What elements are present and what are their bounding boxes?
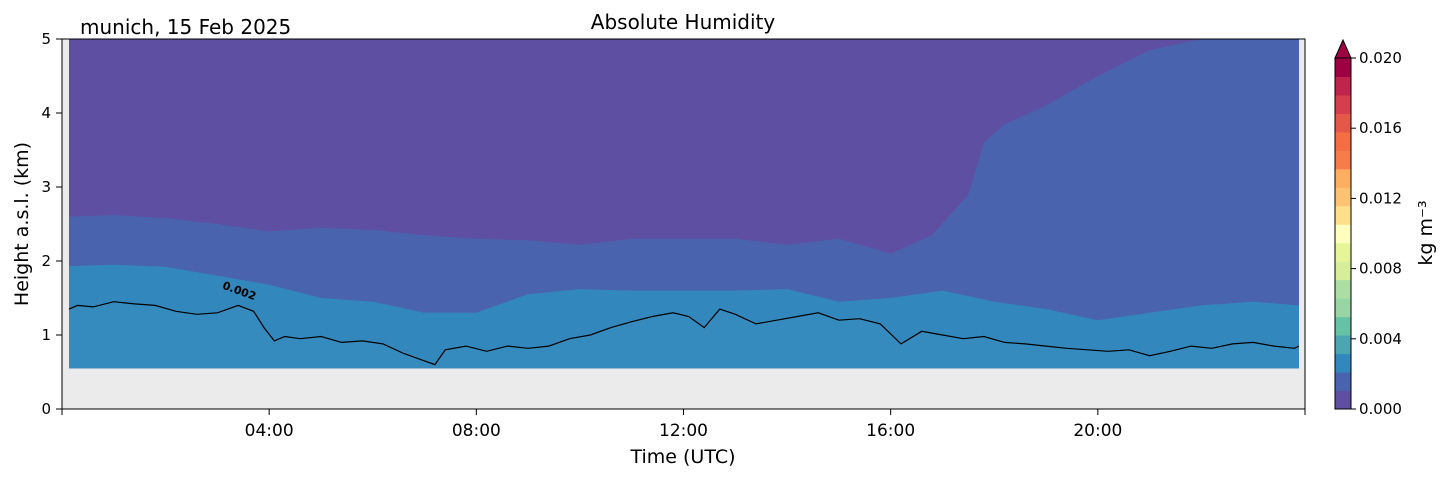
colorbar-segment [1335, 76, 1351, 96]
colorbar-segment [1335, 205, 1351, 225]
colorbar-segment [1335, 316, 1351, 336]
colorbar-segment [1335, 261, 1351, 281]
x-tick-label: 20:00 [1073, 421, 1122, 441]
x-axis: 04:00 08:00 12:00 16:00 20:00 [61, 409, 1306, 441]
x-tick-label: 16:00 [866, 421, 915, 441]
colorbar-tick-label: 0.000 [1359, 400, 1402, 418]
chart-title: Absolute Humidity [591, 10, 776, 34]
colorbar-frame [1334, 57, 1352, 410]
colorbar-segment [1335, 187, 1351, 207]
colorbar-segment [1335, 372, 1351, 392]
colorbar-tick-label: 0.008 [1359, 260, 1402, 278]
y-axis: 0 1 2 3 4 5 [41, 30, 62, 418]
colorbar-segment [1335, 224, 1351, 244]
location-date-label: munich, 15 Feb 2025 [80, 15, 291, 39]
colorbar-extend-arrow [1334, 38, 1352, 59]
colorbar-segment [1335, 390, 1351, 410]
x-axis-label: Time (UTC) [629, 446, 735, 468]
y-tick-label: 3 [41, 178, 51, 196]
colorbar-tick-label: 0.004 [1359, 330, 1402, 348]
colorbar-segment [1335, 353, 1351, 373]
colorbar-tick-label: 0.012 [1359, 189, 1402, 207]
colorbar-segment [1335, 113, 1351, 133]
colorbar-segment [1335, 168, 1351, 188]
y-tick-label: 0 [41, 400, 51, 418]
band-lower-layer [69, 301, 1299, 369]
x-tick-label: 04:00 [245, 421, 294, 441]
colorbar-label: kg m⁻³ [1415, 200, 1437, 265]
x-tick-label: 12:00 [659, 421, 708, 441]
y-tick-label: 4 [41, 104, 51, 122]
colorbar-segment [1335, 298, 1351, 318]
colorbar-segment [1335, 335, 1351, 355]
colorbar-segment [1335, 279, 1351, 299]
colorbar: 0.000 0.004 0.008 0.012 0.016 0.020 [1334, 38, 1402, 418]
y-tick-label: 2 [41, 252, 51, 270]
colorbar-segment [1335, 150, 1351, 170]
colorbar-tick-label: 0.020 [1359, 49, 1402, 67]
y-tick-label: 5 [41, 30, 51, 48]
colorbar-tick-label: 0.016 [1359, 119, 1402, 137]
band-second [69, 39, 1299, 369]
colorbar-segment [1335, 94, 1351, 114]
humidity-field [69, 39, 1299, 369]
y-axis-label: Height a.s.l. (km) [11, 142, 33, 306]
contour-line [68, 301, 1300, 366]
x-tick-label: 08:00 [452, 421, 501, 441]
y-tick-label: 1 [41, 326, 51, 344]
colorbar-segment [1335, 58, 1351, 77]
colorbar-segment [1335, 242, 1351, 262]
colorbar-segment [1335, 131, 1351, 151]
